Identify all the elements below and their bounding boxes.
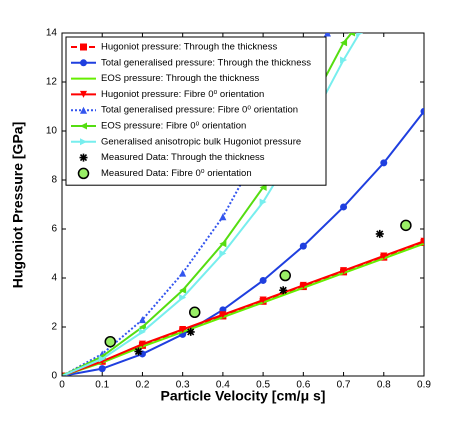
marker (80, 106, 87, 114)
marker (299, 281, 307, 289)
marker (79, 153, 88, 162)
x-tick-label: 0.9 (417, 380, 431, 391)
marker (259, 198, 267, 206)
marker (80, 43, 87, 51)
marker (219, 240, 227, 248)
marker (98, 365, 106, 373)
marker (134, 347, 143, 356)
marker (348, 33, 356, 37)
marker (259, 276, 267, 284)
series-line (62, 242, 424, 376)
marker (138, 316, 146, 324)
x-tick-label: 0.7 (337, 380, 351, 391)
legend-label: Generalised anisotropic bulk Hugoniot pr… (101, 136, 301, 147)
y-tick-label: 12 (46, 77, 58, 88)
marker (259, 296, 267, 304)
x-tick-label: 0.1 (95, 380, 109, 391)
y-axis-label: Hugoniot Pressure [GPa] (10, 122, 26, 288)
legend-label: Hugoniot pressure: Through the thickness (101, 42, 277, 53)
legend-label: Total generalised pressure: Fibre 0⁰ ori… (101, 105, 298, 116)
marker (179, 269, 187, 277)
y-tick-label: 4 (51, 273, 57, 284)
marker (340, 56, 348, 64)
x-tick-label: 0.6 (296, 380, 310, 391)
x-tick-label: 0.2 (135, 380, 149, 391)
x-tick-label: 0.4 (216, 380, 230, 391)
marker (138, 340, 146, 348)
marker (104, 335, 117, 348)
marker (380, 159, 388, 167)
marker (219, 311, 227, 319)
legend-label: Measured Data: Fibre 0⁰ orientation (101, 168, 252, 179)
x-tick-label: 0 (59, 380, 65, 391)
marker (179, 286, 187, 294)
marker (188, 306, 201, 319)
x-axis-label: Particle Velocity [cm/μ s] (161, 388, 326, 404)
marker (279, 269, 291, 282)
marker (77, 167, 90, 180)
y-tick-label: 8 (51, 175, 57, 186)
legend-label: EOS pressure: Fibre 0⁰ orientation (101, 121, 246, 132)
marker (219, 250, 227, 257)
marker (138, 328, 146, 336)
marker (80, 90, 87, 98)
y-tick-label: 6 (51, 224, 57, 235)
series-line (62, 110, 424, 376)
marker (80, 122, 87, 130)
legend-label: Hugoniot pressure: Fibre 0⁰ orientation (101, 89, 264, 100)
y-tick-label: 0 (51, 371, 57, 382)
legend: Hugoniot pressure: Through the thickness… (65, 36, 327, 186)
y-tick-label: 2 (51, 322, 57, 333)
marker (420, 237, 424, 245)
legend-label: Measured Data: Through the thickness (101, 152, 265, 163)
y-tick-label: 14 (46, 28, 58, 39)
marker (400, 219, 412, 232)
marker (219, 213, 227, 221)
marker (80, 138, 87, 146)
marker (323, 33, 331, 37)
legend-label: Total generalised pressure: Through the … (101, 57, 311, 68)
marker (375, 229, 384, 238)
marker (179, 294, 187, 302)
x-tick-label: 0.3 (176, 380, 190, 391)
marker (138, 323, 146, 331)
marker (179, 325, 187, 333)
marker (340, 203, 348, 211)
marker (279, 286, 288, 295)
marker (380, 252, 388, 260)
marker (299, 242, 307, 250)
marker (356, 33, 364, 37)
legend-label: EOS pressure: Through the thickness (101, 73, 259, 84)
marker (186, 327, 195, 336)
marker (420, 107, 424, 115)
y-tick-label: 10 (46, 126, 58, 137)
legend-box (65, 36, 327, 186)
x-tick-label: 0.8 (377, 380, 391, 391)
series-line (62, 240, 424, 376)
marker (340, 39, 348, 47)
marker (98, 355, 106, 363)
marker (340, 267, 348, 275)
marker (80, 59, 87, 67)
x-tick-label: 0.5 (256, 380, 270, 391)
